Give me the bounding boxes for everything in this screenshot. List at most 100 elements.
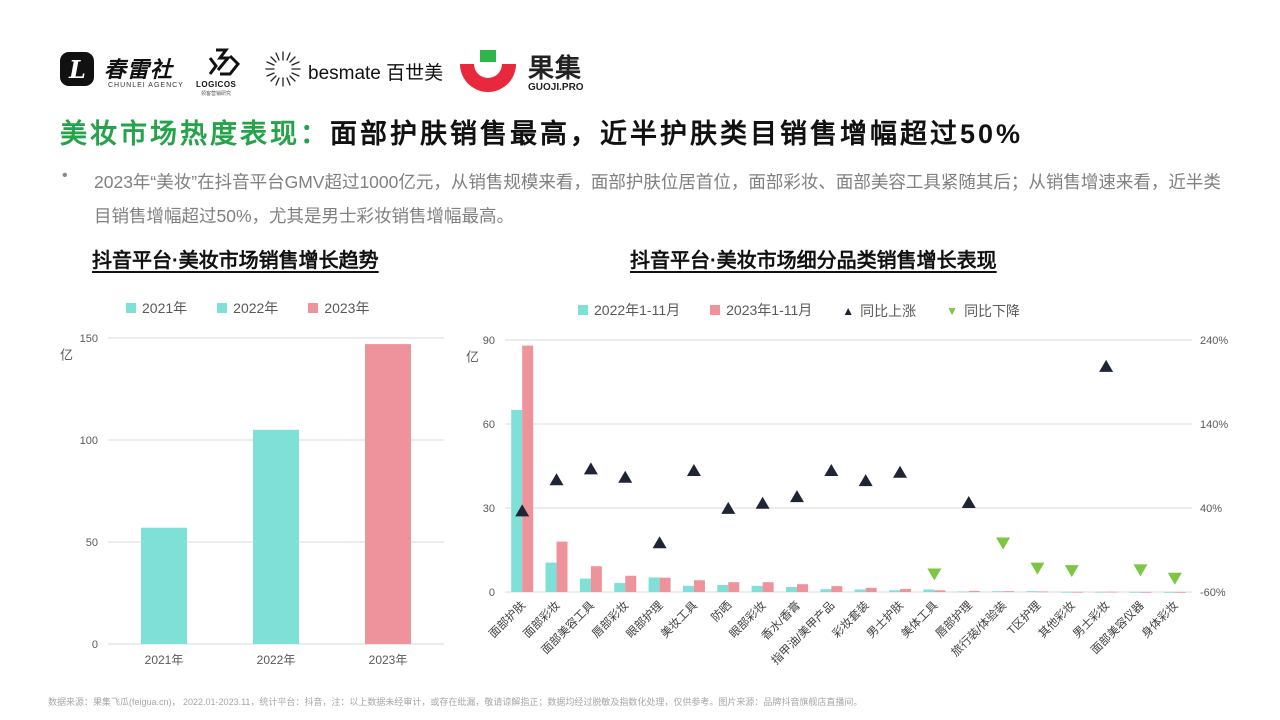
yoy-down-marker [1167,572,1182,585]
right-chart-title: 抖音平台·美妆市场细分品类销售增长表现 [630,250,997,272]
bar-2023 [934,590,946,592]
bar-2023 [762,582,774,592]
x-tick-label: 旅行装/体验装 [948,598,1009,659]
bar-2022 [614,583,626,592]
y-tick-label: 150 [80,333,98,345]
y-tick-label: 100 [80,435,98,447]
bar-2023 [1003,591,1015,592]
bar-2022 [785,586,797,592]
x-tick-label: 面部护肤 [486,598,529,641]
x-tick-label: 唇部彩妆 [589,598,632,641]
besmate-logo-name: besmate 百世美 [308,63,444,84]
bar-2023 [590,566,602,592]
yoy-down-marker [996,537,1011,550]
yoy-up-marker [824,464,839,477]
bar-2022 [1129,591,1141,593]
legend-swatch [217,303,228,313]
y-tick-label: 0 [92,639,98,651]
bar-2023 [1071,591,1083,593]
bar [141,527,187,644]
page-headline: 美妆市场热度表现：面部护肤销售最高，近半护肤类目销售增幅超过50% [60,112,1023,151]
bar-2022 [957,591,969,593]
x-tick-label: 2021年 [145,653,184,667]
yoy-down-marker [927,568,942,581]
x-tick-label: 防晒 [708,598,734,624]
logicos-logo-icon [208,48,240,76]
yoy-down-marker [1030,562,1045,575]
yoy-up-marker [515,504,530,517]
yoy-down-marker [1133,564,1148,577]
x-tick-label: 男士护肤 [864,598,907,641]
yoy-up-marker [652,536,667,549]
bar-2022 [1095,591,1107,593]
right-legend-item: 2022年1-11月 [578,300,680,320]
right-chart-legend: 2022年1-11月 2023年1-11月 ▲ 同比上涨 ▼ 同比下降 [578,300,1050,321]
bar-2023 [556,541,568,592]
chunlei-logo-name: 春雷社 [104,57,174,83]
bar-2022 [820,589,832,592]
footer-source: 数据来源：果集飞瓜(feigua.cn)， 2022.01-2023.11，统计… [48,697,863,707]
bar-2022 [545,562,557,592]
yoy-up-marker [549,473,564,486]
chunlei-logo-sub: CHUNLEI AGENCY [108,82,184,89]
y-tick-label: 60 [483,419,495,431]
logicos-logo-name: LOGICOS [196,80,237,89]
bar-2023 [968,590,980,592]
x-tick-label: 美体工具 [898,598,941,641]
bar-2023 [659,577,671,592]
yoy-up-marker [755,496,770,509]
yoy-up-marker [583,462,598,475]
bar-2023 [831,586,843,592]
bar-2022 [889,590,901,592]
x-tick-label: 彩妆套装 [830,599,872,641]
legend-label: 同比上涨 [860,303,917,319]
guoji-logo-icon [460,50,516,92]
besmate-logo-icon [265,51,301,87]
yoy-up-marker [618,470,633,483]
bar-2022 [1026,591,1038,592]
bar [365,344,411,644]
logicos-logo-sub: 领客营销研究 [201,91,232,97]
left-chart-ylabel: 亿 [58,348,73,361]
bar-2023 [693,580,705,592]
bar-2023 [1037,591,1049,593]
yoy-down-marker [1064,565,1079,578]
right-legend-item: ▼ 同比下降 [946,301,1020,321]
x-tick-label: 2022年 [257,653,296,667]
y-tick-label: 0 [489,587,495,599]
legend-label: 2022年 [233,300,279,316]
yoy-up-marker [686,464,701,477]
y2-tick-label: 40% [1200,503,1222,515]
legend-label: 2023年1-11月 [726,302,813,318]
bar-2022 [579,578,591,592]
right-legend-item: 2023年1-11月 [710,300,812,320]
y2-tick-label: 140% [1200,419,1228,431]
right-legend-item: ▲ 同比上涨 [842,301,916,321]
chunlei-logo-icon: L [60,52,94,86]
yoy-up-marker [721,501,736,514]
guoji-logo-name: 果集 [528,53,583,83]
legend-triangle-down-icon: ▼ [946,304,959,318]
legend-swatch [578,305,588,315]
bar-2023 [728,582,740,592]
yoy-up-marker [1099,359,1114,372]
bar-2023 [900,588,912,592]
legend-swatch [126,303,136,313]
bullet-icon: • [62,167,68,184]
legend-label: 2021年 [142,300,188,316]
bar-2023 [1174,591,1186,593]
bar-2022 [854,589,866,592]
legend-swatch [710,305,721,315]
bar-2023 [522,345,534,592]
right-chart-ylabel: 亿 [464,350,479,363]
bar-2023 [625,575,637,592]
bar-2022 [1163,591,1175,593]
bar-2023 [865,587,877,592]
bar-2023 [1106,591,1118,593]
left-legend-item: 2022年 [217,298,278,318]
y2-tick-label: -60% [1200,587,1226,599]
y-tick-label: 50 [86,537,98,549]
y-tick-label: 90 [483,335,495,347]
